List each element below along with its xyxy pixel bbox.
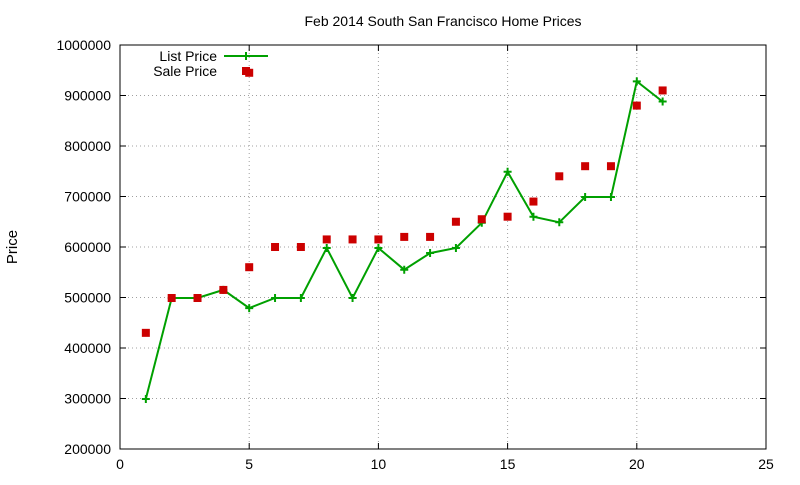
sale-price-point [503,212,512,221]
sale-price-point [296,243,305,251]
list-price-point [632,77,641,86]
x-tick-label: 0 [116,456,124,472]
list-price-point [658,97,667,106]
list-price-point [348,294,357,303]
list-price-point [581,193,590,202]
sale-price-point [167,294,176,303]
y-tick-label: 400000 [64,340,111,356]
x-tick-label: 10 [371,456,387,472]
axis-ticks: 0 5 10 15 20 25 200000 300000 400000 500000 600000… [56,37,774,472]
sale-price-point [451,217,460,226]
sale-price-point [141,328,150,337]
x-tick-label: 15 [500,456,516,472]
sale-price-point [658,86,667,95]
list-price-point [296,294,305,303]
list-price-point [141,395,150,404]
y-tick-label: 600000 [64,239,111,255]
legend-label-sale-price: Sale Price [153,63,217,79]
legend: List Price Sale Price [153,48,268,79]
sale-price-point [322,235,331,244]
sale-price-point [400,232,409,241]
legend-marker-list-price [242,52,250,60]
y-tick-label: 200000 [64,441,111,457]
sale-price-point [426,232,435,241]
sale-price-point [581,162,590,171]
list-price-point [271,294,280,303]
sale-price-point [477,215,486,224]
sale-price-point [193,294,202,303]
sale-price-point [555,172,564,181]
y-tick-label: 500000 [64,290,111,306]
sale-price-point [632,101,641,110]
y-tick-label: 300000 [64,391,111,407]
list-price-point [374,244,383,253]
list-price-point [400,265,409,274]
series-layer [141,68,667,404]
sale-price-point [606,162,615,171]
legend-marker-sale-price [242,67,250,75]
list-price-point [503,167,512,176]
legend-label-list-price: List Price [159,48,217,64]
list-price-point [555,218,564,227]
list-price-point [322,244,331,253]
list-price-point [451,244,460,253]
sale-price-point [529,197,538,206]
y-tick-label: 800000 [64,138,111,154]
y-tick-label: 700000 [64,189,111,205]
list-price-point [426,249,435,258]
sale-price-point [271,243,280,251]
chart-title: Feb 2014 South San Francisco Home Prices [304,13,581,29]
list-price-point [606,193,615,202]
y-axis-title: Price [4,230,21,264]
y-tick-label: 900000 [64,88,111,104]
sale-price-point [219,285,228,294]
x-tick-label: 25 [758,456,774,472]
sale-price-point [348,235,357,244]
grid [120,45,766,449]
x-tick-label: 5 [245,456,253,472]
x-tick-label: 20 [629,456,645,472]
sale-price-point [245,263,254,272]
list-price-point [529,212,538,221]
list-price-point [245,304,254,313]
sale-price-point [374,235,383,244]
y-tick-label: 1000000 [56,37,111,53]
